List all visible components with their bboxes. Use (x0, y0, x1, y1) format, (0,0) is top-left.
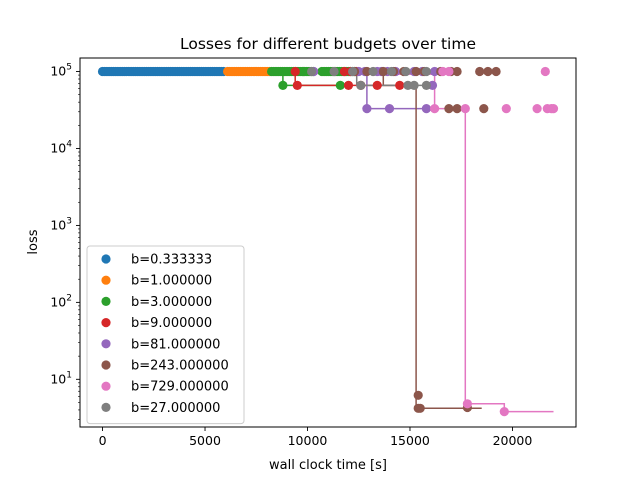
data-point-2-1 (335, 80, 345, 90)
data-point-7-4 (386, 66, 397, 77)
data-point-6-10 (462, 399, 472, 409)
legend-label-0: b=0.333333 (131, 253, 212, 268)
data-point-5-9 (452, 66, 462, 77)
data-point-5-16 (413, 390, 423, 400)
x-tick-label-3: 15000 (390, 433, 430, 448)
x-tick-label-0: 0 (99, 433, 107, 448)
data-point-7-3 (368, 66, 378, 77)
data-point-6-5 (501, 104, 511, 114)
data-point-5-15 (479, 104, 489, 114)
data-point-3-4 (292, 80, 302, 90)
legend-marker-3 (101, 318, 111, 328)
y-tick-label-0: 101 (50, 370, 72, 386)
x-tick-label-2: 10000 (288, 433, 328, 448)
data-point-3-7 (372, 80, 382, 90)
data-point-7-6 (421, 66, 431, 77)
data-point-7-9 (421, 80, 431, 90)
chart-title: Losses for different budgets over time (180, 35, 476, 53)
data-point-6-6 (532, 104, 542, 114)
data-point-5-14 (452, 104, 462, 114)
data-point-6-9 (548, 104, 559, 114)
x-axis-title: wall clock time [s] (269, 458, 387, 473)
data-point-4-13 (421, 104, 431, 114)
data-point-6-3 (430, 104, 440, 114)
data-point-6-11 (499, 407, 509, 417)
legend-marker-2 (101, 296, 111, 306)
data-point-7-2 (348, 66, 358, 77)
data-point-6-4 (460, 104, 470, 114)
legend-label-4: b=81.000000 (131, 337, 220, 352)
data-point-6-1 (444, 66, 454, 77)
legend: b=0.333333 b=1.000000 b=3.000000 b=9.000000… (86, 245, 245, 425)
data-point-3-5 (343, 80, 354, 90)
data-point-5-5 (411, 66, 421, 77)
data-point-7-8 (409, 80, 419, 90)
data-point-5-13 (444, 104, 454, 114)
legend-label-7: b=27.000000 (131, 401, 220, 416)
legend-marker-4 (101, 339, 111, 349)
x-tick-label-4: 20000 (493, 433, 533, 448)
data-point-5-10 (475, 66, 485, 77)
y-tick-label-1: 102 (50, 293, 72, 309)
data-point-3-0 (290, 66, 300, 77)
x-tick-label-1: 5000 (189, 433, 221, 448)
data-points (97, 66, 559, 417)
legend-label-1: b=1.000000 (131, 274, 212, 289)
legend-marker-0 (101, 254, 111, 264)
data-point-2-0 (278, 80, 288, 90)
data-point-5-11 (483, 66, 493, 77)
data-point-7-0 (307, 66, 317, 77)
legend-marker-1 (101, 275, 111, 285)
legend-marker-5 (101, 360, 111, 370)
data-point-5-12 (491, 66, 501, 77)
data-point-7-5 (401, 66, 411, 77)
y-tick-label-2: 103 (50, 216, 72, 232)
legend-label-3: b=9.000000 (131, 316, 212, 331)
y-tick-label-4: 105 (50, 63, 72, 79)
legend-label-2: b=3.000000 (131, 295, 212, 310)
y-axis: 101 102 103 104 105 (50, 63, 80, 420)
data-point-4-12 (384, 104, 395, 114)
data-point-6-2 (540, 66, 550, 77)
data-point-2-2 (298, 66, 308, 77)
data-point-5-2 (378, 66, 388, 77)
data-point-5-18 (415, 403, 425, 413)
data-point-7-10 (356, 80, 366, 90)
legend-marker-7 (101, 402, 111, 412)
y-axis-title: loss (26, 229, 41, 254)
y-tick-label-3: 104 (50, 139, 72, 155)
legend-label-5: b=243.000000 (131, 359, 229, 374)
x-axis: 0 5000 10000 15000 20000 (99, 427, 533, 448)
data-point-7-1 (329, 66, 339, 77)
legend-label-6: b=729.000000 (131, 380, 229, 395)
data-point-3-8 (395, 80, 405, 90)
legend-box (86, 245, 245, 425)
data-point-4-11 (362, 104, 372, 114)
legend-marker-6 (101, 381, 111, 391)
